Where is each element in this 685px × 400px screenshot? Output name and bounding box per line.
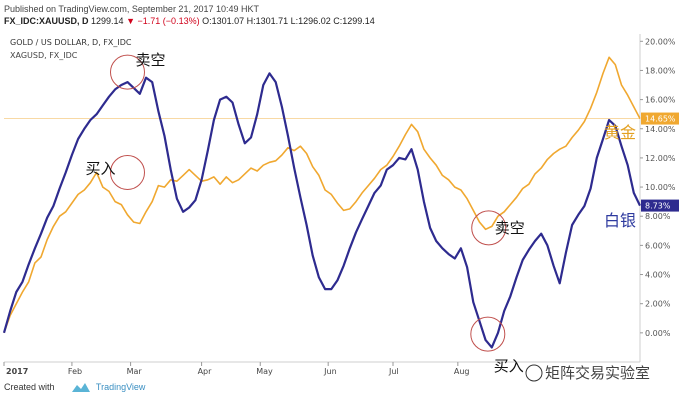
change-text: −1.71 (−0.13%) (137, 16, 200, 26)
silver-value-label: 8.73% (645, 202, 671, 211)
annotation-circle (471, 210, 507, 246)
silver-value-badge (641, 199, 679, 212)
wechat-icon (525, 364, 543, 382)
price-text: 1299.14 (91, 16, 124, 26)
y-tick-label: 12.00% (645, 154, 676, 163)
x-tick-label: Jun (323, 367, 337, 376)
created-with-text: Created with (4, 382, 55, 392)
published-text: Published on TradingView.com, September … (4, 4, 259, 14)
annotation-circle (109, 154, 145, 190)
x-tick-label: Aug (454, 367, 470, 376)
symbol-line: FX_IDC:XAUUSD, D 1299.14 ▼ −1.71 (−0.13%… (4, 16, 375, 26)
y-tick-label: 6.00% (645, 241, 671, 250)
y-tick-label: 8.00% (645, 212, 671, 221)
y-tick-label: 18.00% (645, 66, 676, 75)
buy-annotation-label: 买入 (85, 159, 115, 177)
buy-annotation-label: 买入 (494, 357, 524, 375)
published-line: Published on TradingView.com, September … (4, 4, 259, 14)
gold-name-label: 黄金 (604, 123, 636, 142)
wechat-watermark-text: 矩阵交易实验室 (545, 364, 650, 382)
symbol-text: FX_IDC:XAUUSD, D (4, 16, 89, 26)
y-tick-label: 0.00% (645, 329, 671, 338)
gold-value-label: 14.65% (645, 115, 676, 124)
sell-annotation-label: 卖空 (495, 219, 525, 237)
x-tick-label: May (256, 367, 273, 376)
gold-series-line (3, 56, 641, 334)
silver-series-line (2, 72, 641, 349)
annotation-circle (470, 316, 506, 352)
annotation-circle (109, 54, 145, 90)
x-tick-label: Feb (68, 367, 82, 376)
y-tick-label: 16.00% (645, 96, 676, 105)
y-tick-label: 20.00% (645, 37, 676, 46)
silver-name-label: 白银 (604, 211, 636, 230)
y-tick-label: 2.00% (645, 300, 671, 309)
y-tick-label: 14.00% (645, 125, 676, 134)
tradingview-brand-text[interactable]: TradingView (95, 382, 146, 392)
chart-subtitle: XAGUSD, FX_IDC (10, 51, 78, 60)
chart-title: GOLD / US DOLLAR, D, FX_IDC (10, 38, 132, 47)
x-tick-label: Jul (388, 367, 399, 376)
down-arrow-icon: ▼ (126, 16, 136, 26)
footer: Created with TradingView (4, 382, 146, 393)
ohlc-text: O:1301.07 H:1301.71 L:1296.02 C:1299.14 (202, 16, 375, 26)
x-tick-label: Apr (198, 367, 213, 376)
x-tick-label: Mar (127, 367, 143, 376)
y-tick-label: 10.00% (645, 183, 676, 192)
tradingview-logo-icon (71, 383, 90, 393)
y-tick-label: 4.00% (645, 271, 671, 280)
gold-value-badge (641, 112, 679, 125)
x-tick-label: 2017 (6, 367, 28, 376)
sell-annotation-label: 卖空 (135, 51, 165, 69)
